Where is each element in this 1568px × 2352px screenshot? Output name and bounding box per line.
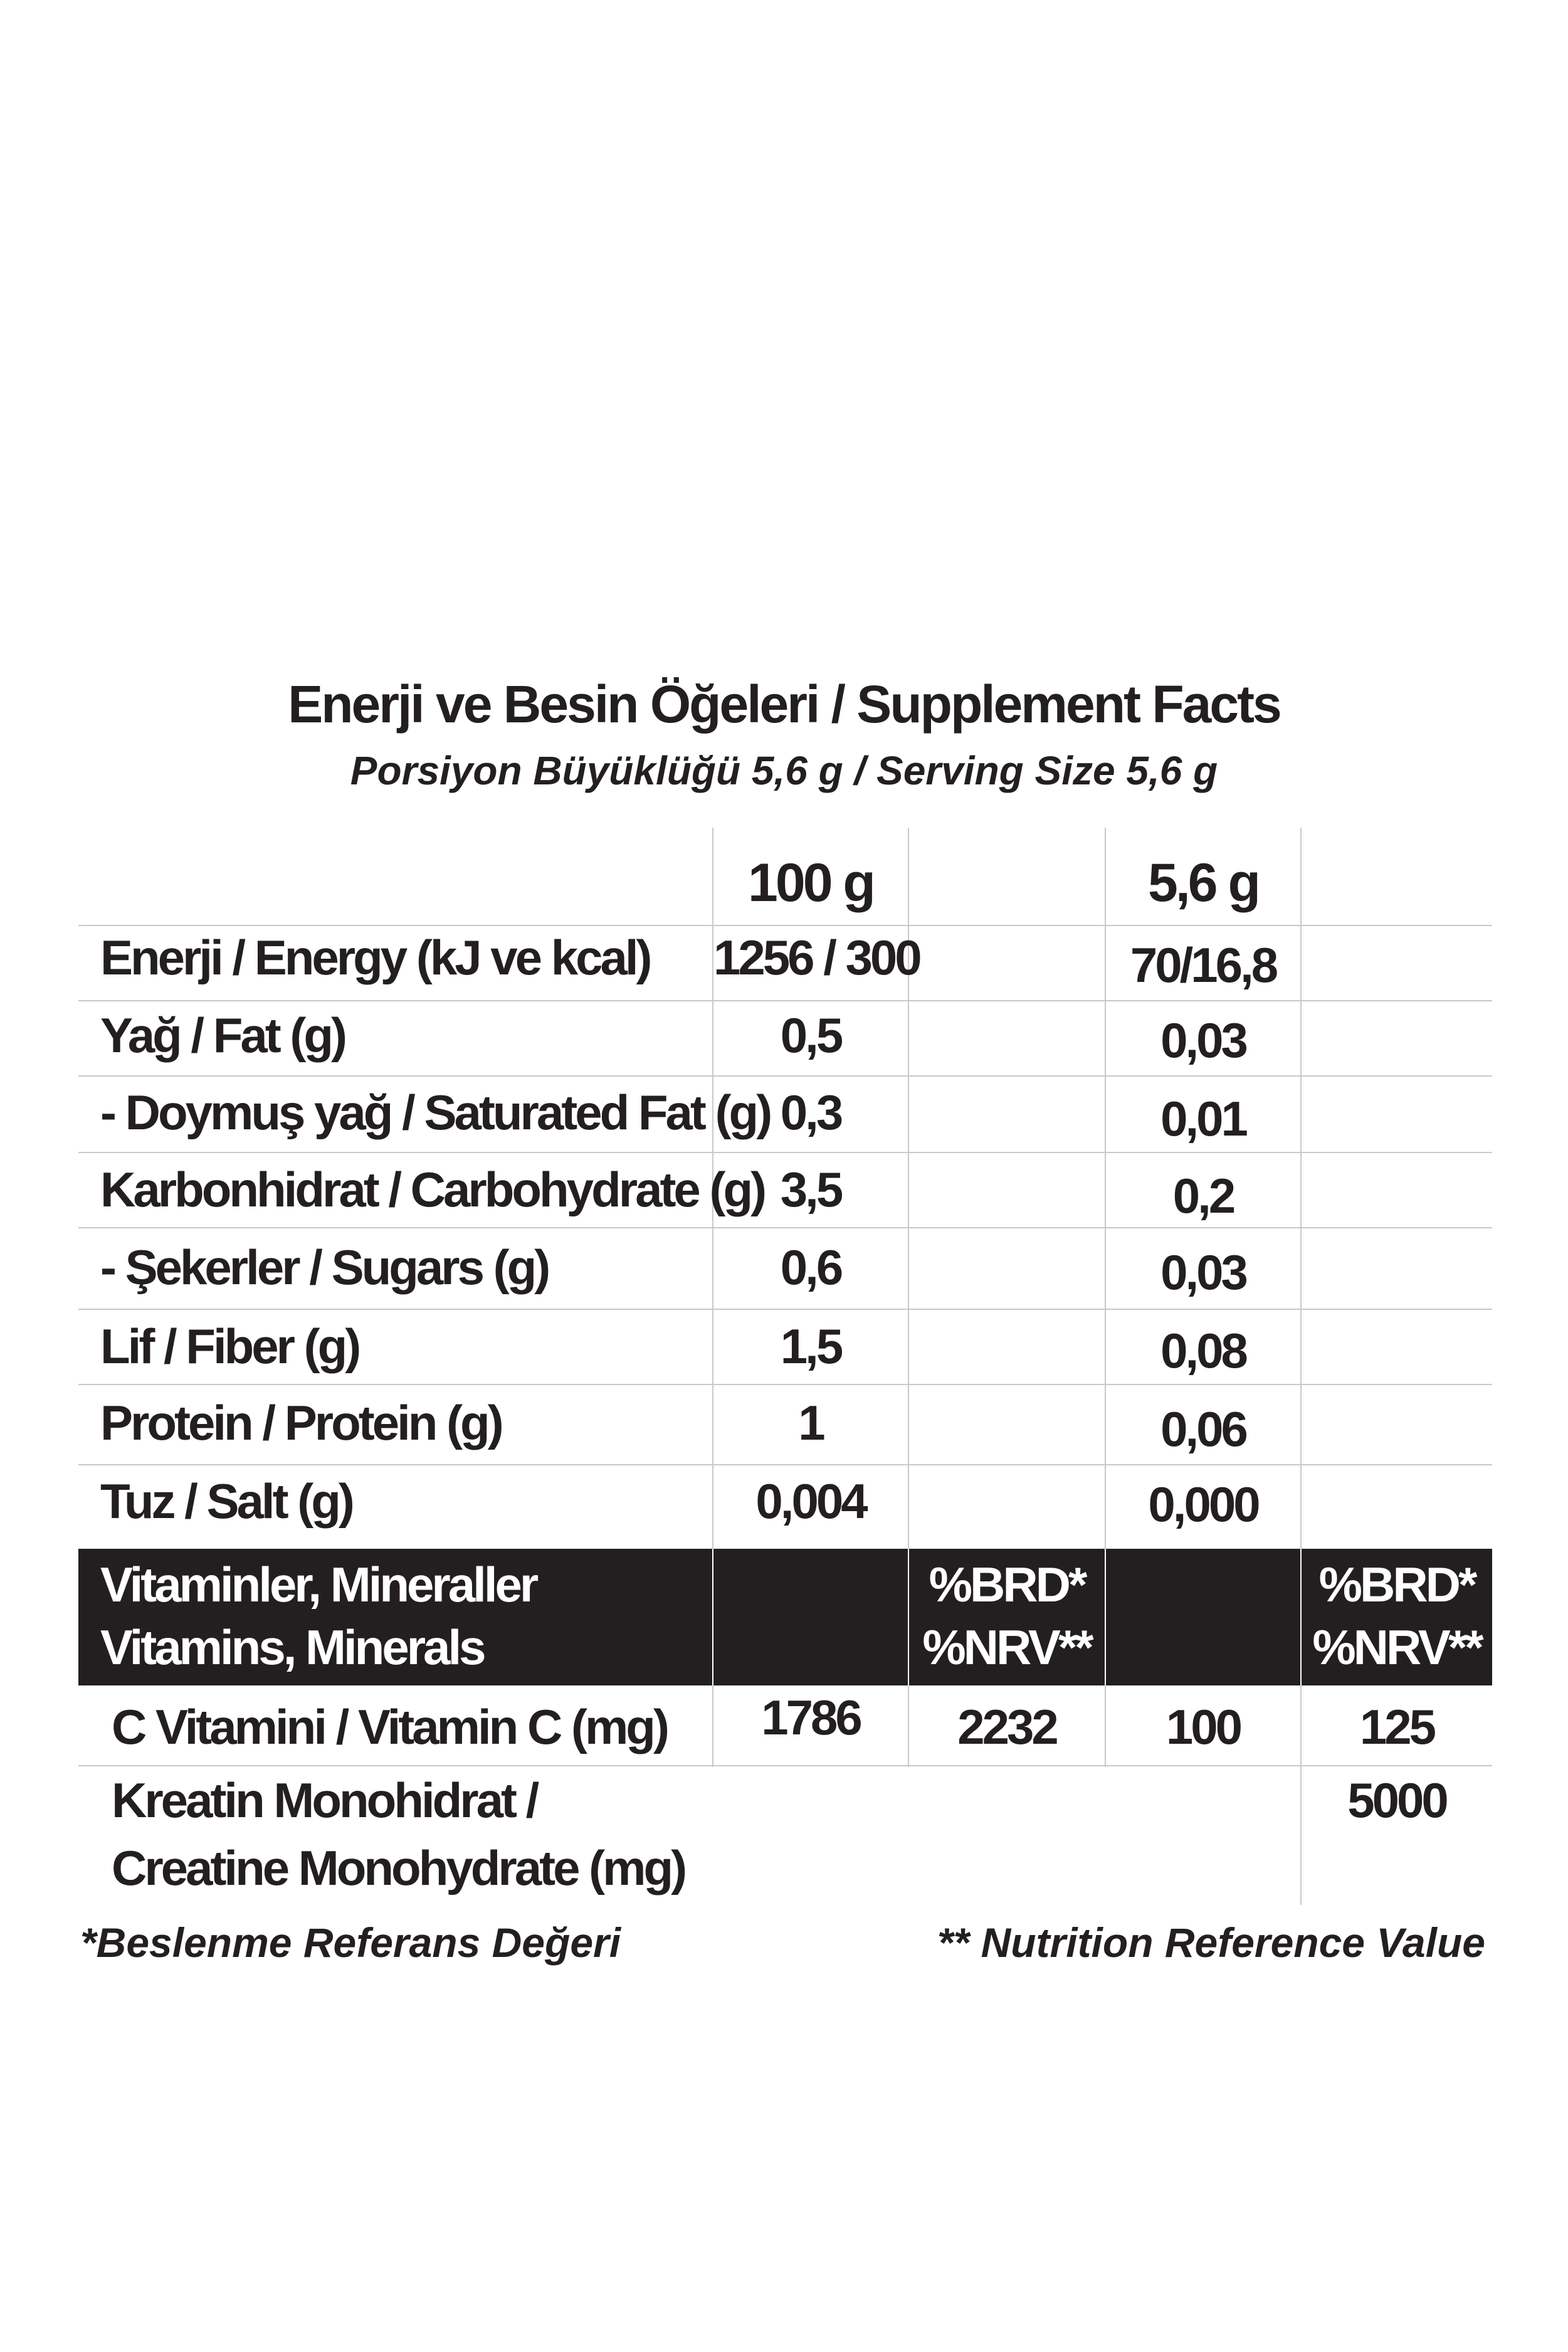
row-divider: [78, 1464, 1492, 1465]
row-divider: [78, 1384, 1492, 1385]
vitamins-label-tr: Vitaminler, Mineraller: [100, 1557, 539, 1612]
value-energy-serving: 70/16,8: [1130, 937, 1278, 993]
column-divider: [908, 1685, 909, 1767]
row-label-creatine-tr: Kreatin Monohidrat /: [112, 1773, 539, 1828]
page-title: Enerji ve Besin Öğeleri / Supplement Fac…: [288, 675, 1282, 734]
value-saturated-fat-serving: 0,01: [1160, 1091, 1248, 1146]
value-fiber-serving: 0,08: [1160, 1323, 1248, 1378]
serving-size-subtitle: Porsiyon Büyüklüğü 5,6 g / Serving Size …: [350, 748, 1218, 793]
value-energy-100g: 1256 / 300: [713, 930, 922, 985]
row-divider: [78, 1227, 1492, 1228]
row-divider: [78, 1000, 1492, 1001]
nrv-header-serving-brd: %BRD*: [1318, 1557, 1478, 1612]
row-label-salt: Tuz / Salt (g): [100, 1474, 355, 1529]
value-salt-100g: 0,004: [755, 1474, 868, 1529]
column-divider: [1300, 1685, 1302, 1905]
row-divider: [78, 1309, 1492, 1310]
nrv-header-serving-nrv: %NRV**: [1312, 1620, 1483, 1675]
band-divider: [1300, 1549, 1302, 1685]
column-header-serving: 5,6 g: [1148, 853, 1261, 913]
value-fiber-100g: 1,5: [780, 1319, 843, 1374]
value-saturated-fat-100g: 0,3: [780, 1085, 843, 1140]
row-label-carbohydrate: Karbonhidrat / Carbohydrate (g): [100, 1162, 767, 1217]
band-divider: [1105, 1549, 1106, 1685]
column-divider: [1105, 1685, 1106, 1767]
vitamins-label-en: Vitamins, Minerals: [100, 1620, 486, 1675]
row-label-creatine-en: Creatine Monohydrate (mg): [112, 1840, 687, 1896]
column-divider: [908, 828, 909, 1549]
footnote-nrv: ** Nutrition Reference Value: [937, 1919, 1485, 1966]
value-sugars-serving: 0,03: [1160, 1245, 1248, 1300]
row-label-sugars: - Şekerler / Sugars (g): [100, 1240, 550, 1295]
row-divider: [78, 925, 1492, 926]
value-carbohydrate-serving: 0,2: [1172, 1168, 1236, 1223]
row-label-energy: Enerji / Energy (kJ ve kcal): [100, 930, 652, 985]
value-protein-serving: 0,06: [1160, 1401, 1248, 1457]
value-vitamin-c-100g: 1786: [761, 1690, 863, 1745]
row-divider: [78, 1152, 1492, 1153]
vitamins-header-band: [78, 1549, 1492, 1685]
footnote-brd: *Beslenme Referans Değeri: [80, 1919, 621, 1966]
value-sugars-100g: 0,6: [780, 1240, 843, 1295]
nrv-header-100g-nrv: %NRV**: [922, 1620, 1093, 1675]
band-divider: [712, 1549, 713, 1685]
row-label-fat: Yağ / Fat (g): [100, 1008, 347, 1063]
nrv-header-100g-brd: %BRD*: [929, 1557, 1088, 1612]
value-vitamin-c-serving: 100: [1165, 1699, 1243, 1754]
value-creatine: 5000: [1347, 1773, 1449, 1828]
value-salt-serving: 0,000: [1148, 1477, 1260, 1532]
value-fat-serving: 0,03: [1160, 1013, 1248, 1068]
column-divider: [1300, 828, 1302, 1549]
row-label-vitamin-c: C Vitamini / Vitamin C (mg): [112, 1699, 670, 1754]
row-label-fiber: Lif / Fiber (g): [100, 1319, 361, 1374]
value-vitamin-c-nrv-100g: 2232: [957, 1699, 1059, 1754]
value-fat-100g: 0,5: [780, 1008, 843, 1063]
value-protein-100g: 1: [798, 1395, 825, 1450]
band-divider: [908, 1549, 909, 1685]
column-header-100g: 100 g: [748, 853, 876, 913]
row-divider: [78, 1765, 1492, 1766]
row-label-saturated-fat: - Doymuş yağ / Saturated Fat (g): [100, 1085, 772, 1140]
row-divider: [78, 1075, 1492, 1077]
column-divider: [712, 828, 713, 1549]
value-vitamin-c-nrv-serving: 125: [1359, 1699, 1436, 1754]
column-divider: [1105, 828, 1106, 1549]
value-carbohydrate-100g: 3,5: [780, 1162, 843, 1217]
column-divider: [712, 1685, 713, 1767]
row-label-protein: Protein / Protein (g): [100, 1395, 504, 1450]
